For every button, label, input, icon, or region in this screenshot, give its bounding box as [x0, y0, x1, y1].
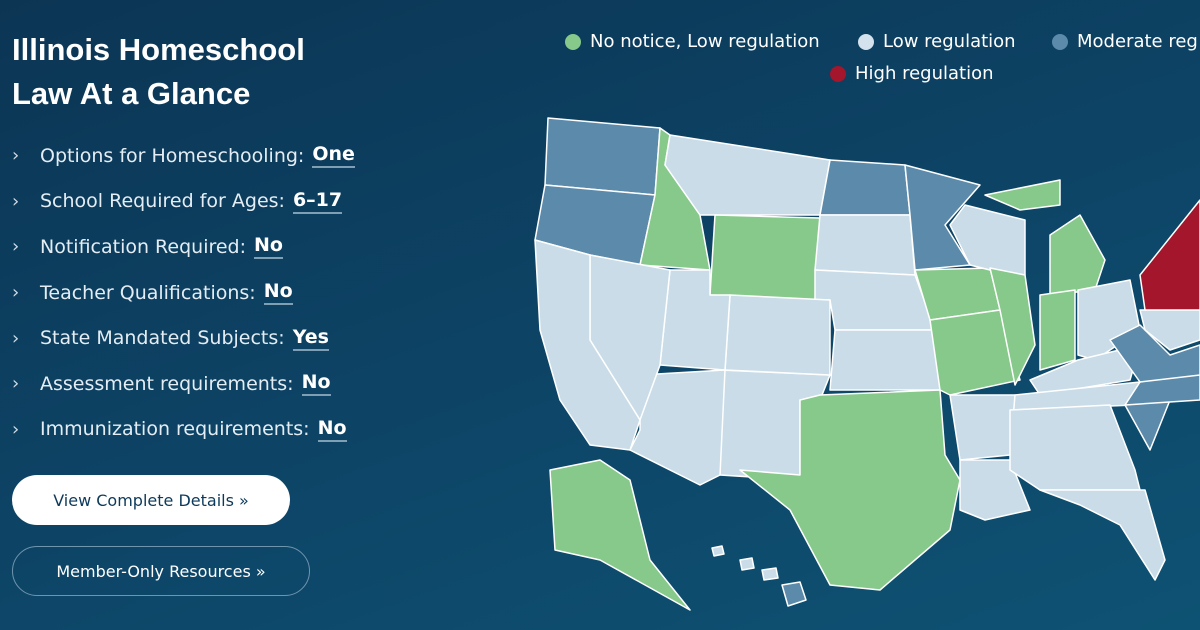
- chevron: ›: [12, 418, 20, 440]
- state: [709, 214, 821, 301]
- state: [814, 214, 916, 276]
- legend-label: No notice, Low regulation: [590, 31, 820, 52]
- fact: › State Mandated Subjects: Yes: [12, 315, 355, 361]
- fact: › Teacher Qualifications: No: [12, 270, 355, 316]
- chevron: ›: [12, 190, 20, 212]
- fact-value: No: [254, 234, 283, 260]
- fact-label: Options for Homeschooling:: [40, 144, 305, 167]
- state: [711, 545, 725, 557]
- fact-value: No: [263, 280, 293, 306]
- fact-value: No: [301, 371, 331, 397]
- state: [819, 159, 911, 216]
- fact-label: School Required for Ages:: [40, 190, 285, 213]
- fact-label: Assessment requirements:: [40, 372, 294, 395]
- state: [1109, 324, 1200, 383]
- state: [739, 557, 755, 571]
- state: [984, 179, 1061, 211]
- legend-label: Low regulation: [883, 31, 1016, 52]
- fact-value: Yes: [292, 326, 329, 351]
- state: [739, 389, 961, 591]
- fact: › Immunization requirements: No: [12, 407, 355, 453]
- legend-dot: [830, 66, 846, 82]
- legend-dot: [565, 34, 581, 50]
- title: Illinois Homeschool Law At a Glance: [12, 28, 305, 116]
- state: [829, 329, 941, 391]
- state: [1039, 489, 1166, 581]
- state: [1139, 199, 1200, 311]
- details-button[interactable]: View Complete Details »: [12, 475, 290, 525]
- state: [629, 369, 726, 486]
- state: [724, 294, 831, 376]
- legend-label: High regulation: [855, 63, 994, 84]
- state: [1039, 289, 1076, 371]
- legend: No notice, Low regulation Low regulation…: [565, 31, 1198, 84]
- members-button[interactable]: Member-Only Resources »: [12, 546, 310, 596]
- title-line: Illinois Homeschool: [12, 32, 305, 67]
- legend-dot: [858, 34, 874, 50]
- legend-label: Moderate reg: [1077, 31, 1198, 52]
- fact: › Options for Homeschooling: One: [12, 133, 355, 179]
- fact: › Assessment requirements: No: [12, 361, 355, 407]
- fact-label: Notification Required:: [40, 235, 247, 258]
- fact: › School Required for Ages: 6–17: [12, 179, 355, 225]
- state: [761, 567, 779, 581]
- us-map: [534, 117, 1200, 611]
- state: [1049, 214, 1106, 296]
- state: [989, 267, 1036, 386]
- state: [534, 239, 641, 451]
- chevron: ›: [12, 373, 20, 395]
- fact-list: › Options for Homeschooling: One › School Re…: [12, 133, 355, 452]
- state: [664, 134, 831, 216]
- state: [1009, 404, 1141, 491]
- chevron: ›: [12, 282, 20, 304]
- chevron: ›: [12, 327, 20, 349]
- state: [959, 459, 1031, 521]
- legend-dot: [1052, 34, 1068, 50]
- state: [781, 581, 807, 607]
- fact-value: No: [317, 417, 347, 442]
- fact-label: Teacher Qualifications:: [40, 281, 256, 304]
- fact-label: State Mandated Subjects:: [40, 327, 285, 350]
- state: [549, 459, 691, 611]
- fact-label: Immunization requirements:: [40, 418, 310, 441]
- chevron: ›: [12, 236, 20, 258]
- fact-value: 6–17: [292, 189, 343, 214]
- state: [929, 309, 1021, 396]
- fact-value: One: [312, 143, 355, 169]
- title-line: Law At a Glance: [12, 76, 251, 111]
- fact: › Notification Required: No: [12, 224, 355, 270]
- chevron: ›: [12, 145, 20, 167]
- state: [544, 117, 661, 196]
- state: [1124, 399, 1171, 451]
- state: [949, 394, 1016, 461]
